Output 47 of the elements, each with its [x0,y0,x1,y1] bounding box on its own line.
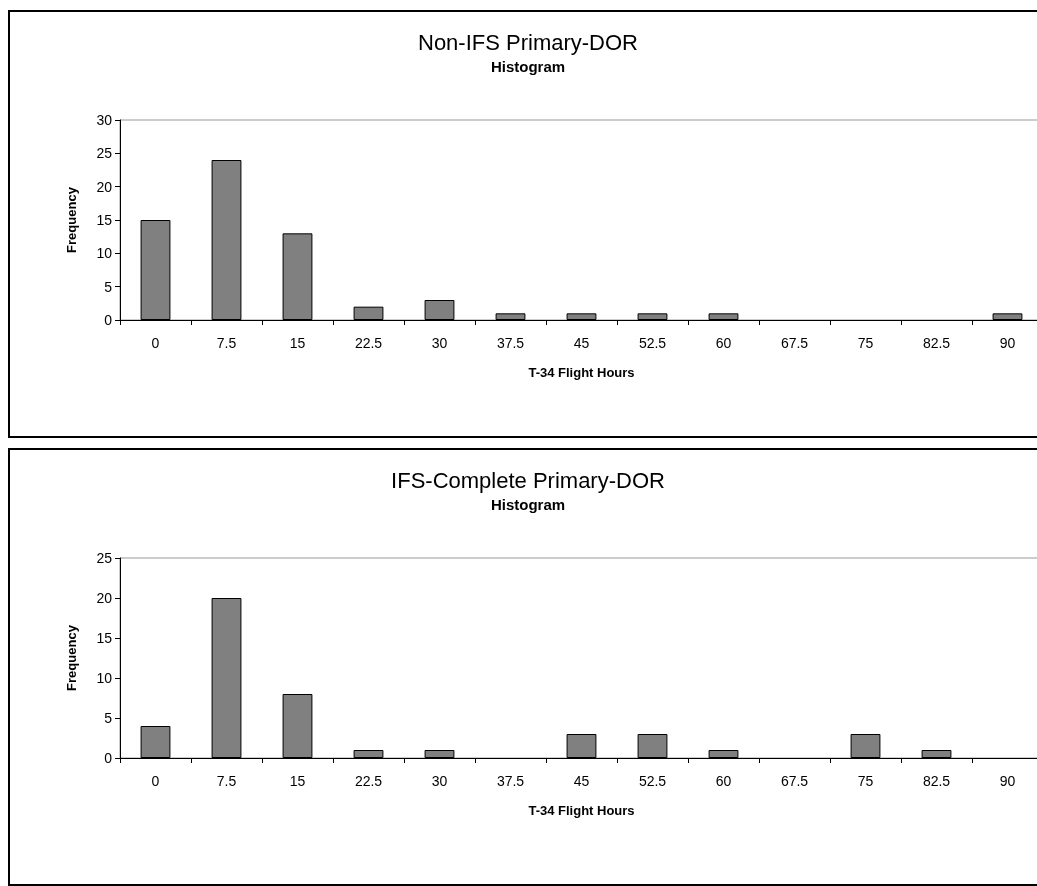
x-tick-label: 60 [715,335,732,351]
x-tick-label: 90 [999,773,1016,789]
x-tick-label: 37.5 [496,335,525,351]
y-tick-label: 5 [104,710,113,726]
x-tick-label: 15 [289,773,306,789]
chart-subtitle: Histogram [490,58,566,75]
y-tick-label: 10 [96,670,113,686]
x-tick-label: 45 [573,773,590,789]
chart-title: Non-IFS Primary-DOR [417,29,639,55]
y-tick-label: 0 [104,312,113,328]
y-tick-label: 25 [96,145,113,162]
y-tick-label: 30 [96,112,113,128]
x-tick-label: 75 [857,773,874,789]
x-tick-label: 22.5 [354,335,383,351]
chart-title: IFS-Complete Primary-DOR [391,467,665,493]
x-tick-label: 90 [999,335,1016,351]
x-tick-label: 37.5 [496,773,525,789]
x-tick-label: 30 [431,773,448,789]
y-axis-title: Frequency [64,186,79,253]
x-tick-label: 67.5 [780,773,809,789]
y-tick-label: 15 [96,630,113,646]
x-tick-label: 52.5 [638,335,667,351]
y-tick-label: 0 [104,750,113,766]
x-tick-label: 7.5 [216,773,237,789]
y-tick-label: 5 [104,278,113,295]
y-tick-label: 15 [96,212,113,228]
x-tick-label: 82.5 [922,335,951,351]
x-axis-title: T-34 Flight Hours [528,365,635,380]
y-axis-title: Frequency [64,624,79,691]
x-tick-label: 45 [573,335,590,351]
x-tick-label: 75 [857,335,874,351]
y-tick-label: 20 [96,178,113,195]
y-tick-label: 10 [96,245,113,262]
x-tick-label: 67.5 [780,335,809,351]
x-tick-label: 15 [289,335,306,351]
chart-subtitle: Histogram [490,496,566,513]
x-tick-label: 0 [151,335,160,351]
x-tick-label: 82.5 [922,773,951,789]
y-tick-label: 25 [96,550,113,566]
x-tick-label: 30 [431,335,448,351]
x-axis-title: T-34 Flight Hours [528,803,635,818]
x-tick-label: 7.5 [216,335,237,351]
x-tick-label: 0 [151,773,160,789]
x-tick-label: 60 [715,773,732,789]
x-tick-label: 22.5 [354,773,383,789]
x-tick-label: 52.5 [638,773,667,789]
y-tick-label: 20 [96,590,113,606]
